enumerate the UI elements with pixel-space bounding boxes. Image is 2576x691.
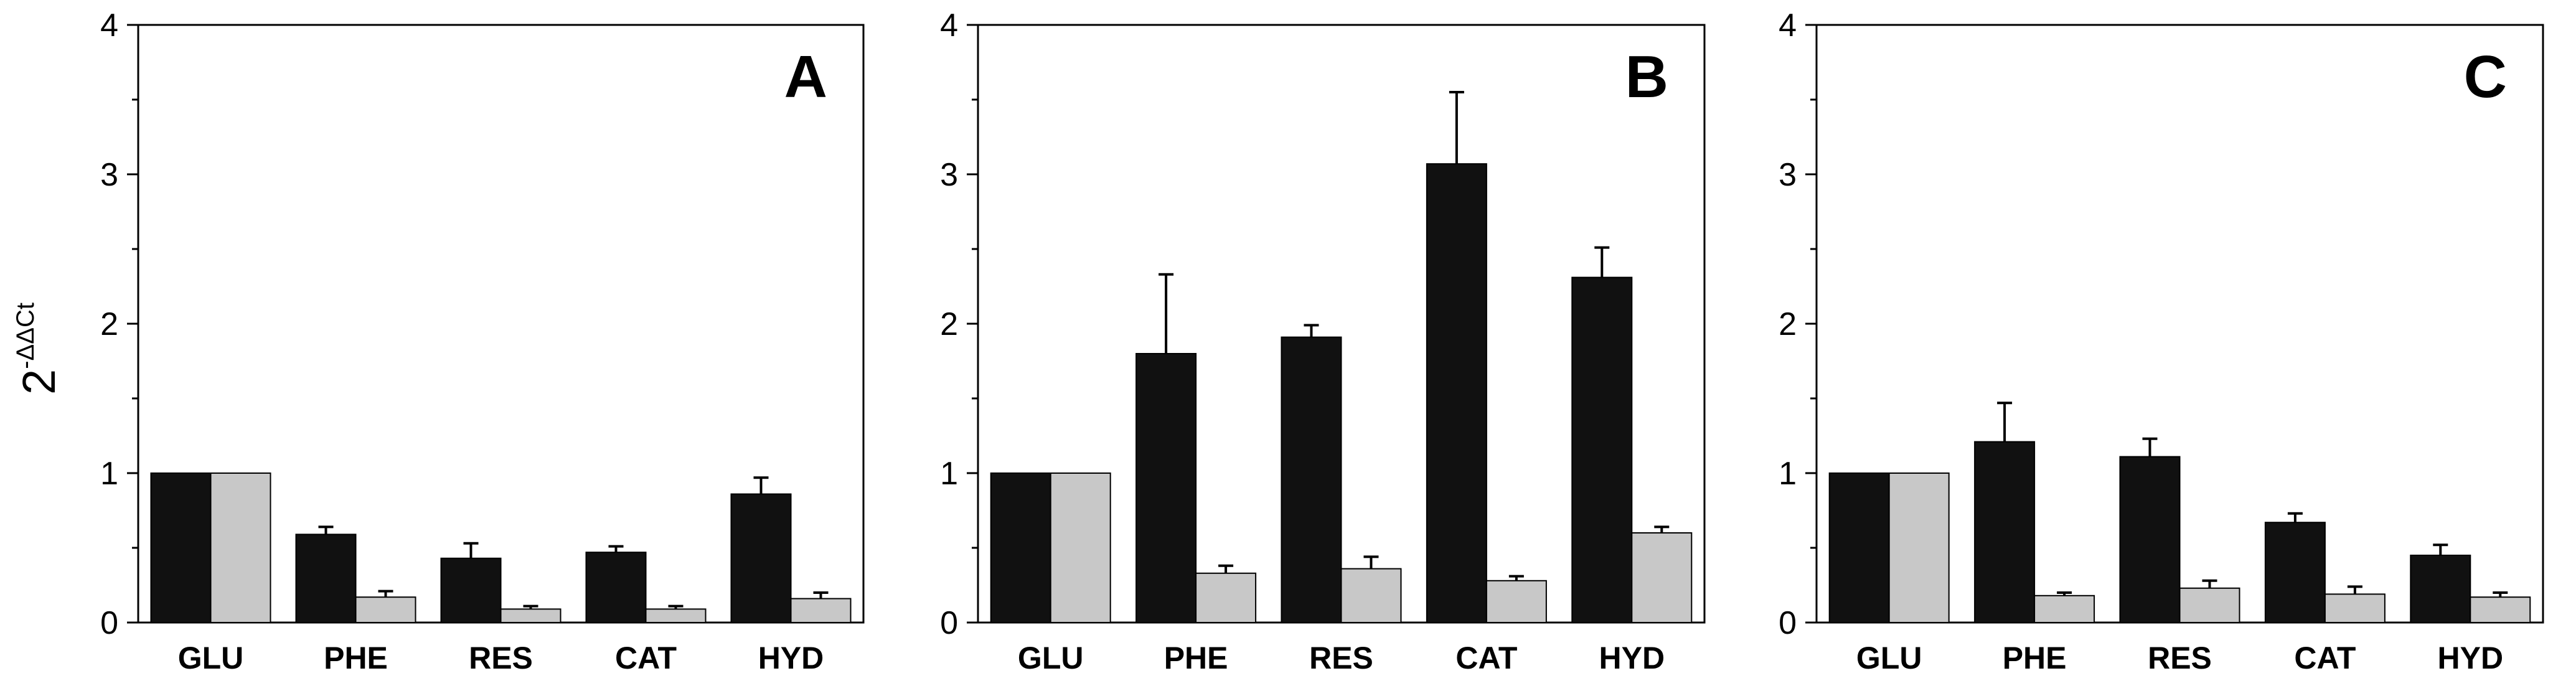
bar-light-glu (1050, 472, 1111, 623)
bar-light-phe (1195, 572, 1257, 623)
y-tick-label: 0 (100, 605, 118, 641)
panel-c: 0 1 2 3 4 GLU PHE RES CAT HYD C (1779, 7, 2544, 675)
bar-dark-glu (990, 472, 1051, 623)
bar-dark-hyd (2410, 555, 2471, 623)
bar-light-phe (355, 596, 416, 624)
bar-dark-phe (295, 534, 357, 624)
x-category-label: CAT (1455, 641, 1517, 675)
x-category-label: HYD (2438, 641, 2504, 675)
y-tick-label: 2 (940, 306, 958, 342)
bar-dark-phe (1135, 353, 1197, 623)
x-category-label: GLU (1856, 641, 1922, 675)
y-tick-label: 3 (100, 157, 118, 193)
bar-light-hyd (790, 598, 852, 623)
bar-dark-glu (1828, 472, 1890, 623)
y-tick-label: 4 (100, 7, 118, 44)
y-tick-label: 1 (100, 456, 118, 492)
x-category-label: HYD (758, 641, 824, 675)
bar-light-hyd (2470, 596, 2531, 624)
y-tick-label: 0 (1779, 605, 1797, 641)
bar-dark-glu (150, 472, 212, 623)
bar-dark-cat (2264, 522, 2326, 624)
y-tick-label: 4 (1779, 7, 1797, 44)
bar-light-res (2179, 587, 2240, 623)
bar-light-cat (2324, 593, 2386, 624)
x-category-label: CAT (615, 641, 677, 675)
bar-dark-cat (1426, 163, 1487, 623)
x-category-label: RES (2148, 641, 2212, 675)
y-tick-label: 1 (1779, 456, 1797, 492)
bar-light-cat (1485, 580, 1547, 623)
bar-dark-res (1281, 336, 1342, 623)
x-category-label: CAT (2294, 641, 2356, 675)
svg-text:2-ΔΔCt: 2-ΔΔCt (12, 303, 65, 395)
bar-light-glu (1888, 472, 1950, 623)
y-axis-title: 2-ΔΔCt (12, 303, 65, 395)
y-tick-label: 4 (940, 7, 958, 44)
y-tick-label: 2 (100, 306, 118, 342)
bar-light-hyd (1631, 532, 1693, 623)
chart-panels: 0 1 2 3 4 GLU PHE RES CAT HYD A 0 1 2 3 4 GLU PHE RES CAT HY… (100, 7, 2544, 675)
y-tick-label: 3 (940, 157, 958, 193)
bar-light-phe (2034, 595, 2095, 623)
panel-label: A (784, 44, 827, 110)
y-tick-label: 0 (940, 605, 958, 641)
bar-dark-phe (1974, 441, 2036, 623)
x-category-label: GLU (178, 641, 244, 675)
x-category-label: PHE (2003, 641, 2067, 675)
bar-dark-cat (585, 552, 647, 624)
y-axis-title-base: 2 (13, 369, 65, 395)
bar-light-res (1340, 568, 1402, 623)
bar-light-res (500, 608, 562, 624)
bar-dark-res (440, 557, 502, 623)
x-category-label: RES (469, 641, 533, 675)
y-tick-label: 1 (940, 456, 958, 492)
x-category-label: RES (1309, 641, 1373, 675)
panel-label: B (1625, 44, 1668, 110)
panel-label: C (2464, 44, 2507, 110)
bar-dark-res (2119, 456, 2181, 623)
panel-a: 0 1 2 3 4 GLU PHE RES CAT HYD A (100, 7, 865, 675)
x-category-label: PHE (324, 641, 388, 675)
y-tick-label: 3 (1779, 157, 1797, 193)
y-axis-title-exponent: -ΔΔCt (12, 303, 39, 369)
x-category-label: PHE (1164, 641, 1228, 675)
panel-b: 0 1 2 3 4 GLU PHE RES CAT HYD B (940, 7, 1706, 675)
bar-dark-hyd (1571, 276, 1633, 624)
bar-light-glu (210, 472, 271, 623)
x-category-label: HYD (1599, 641, 1665, 675)
bar-light-cat (645, 608, 707, 624)
bar-dark-hyd (730, 493, 792, 623)
y-tick-label: 2 (1779, 306, 1797, 342)
x-category-label: GLU (1018, 641, 1084, 675)
